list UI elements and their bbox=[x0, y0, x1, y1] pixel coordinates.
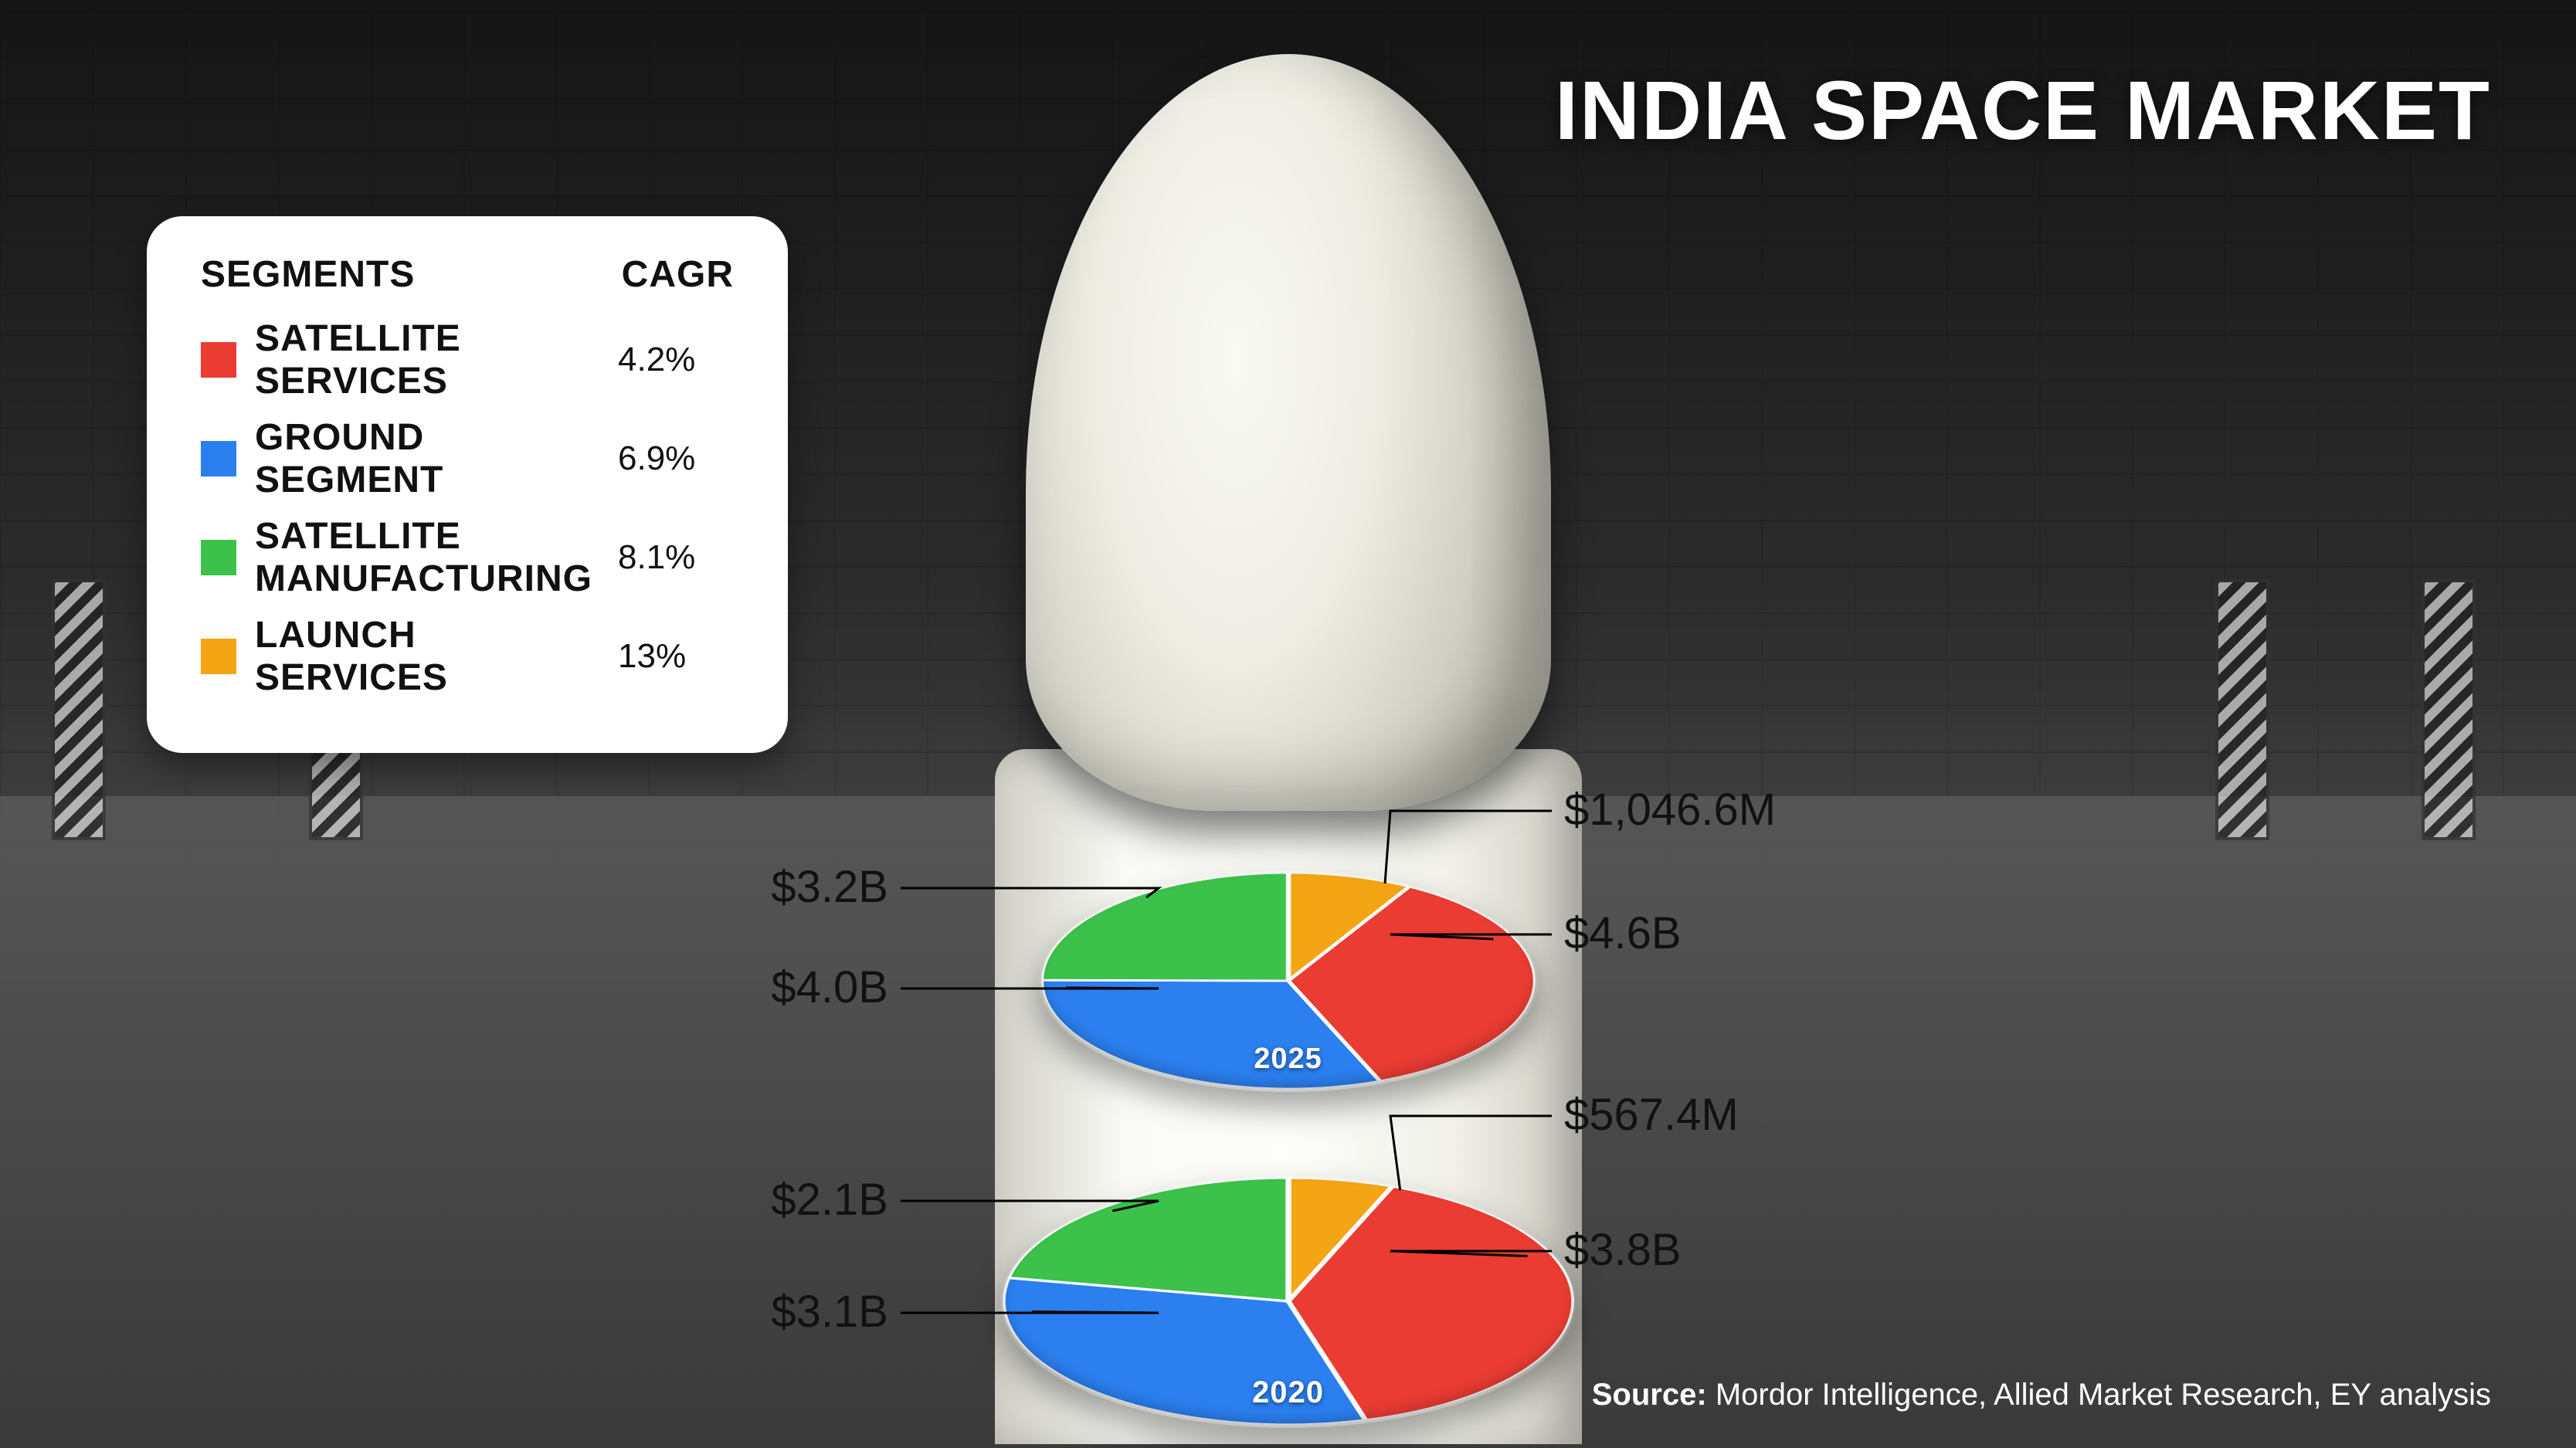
legend-swatch bbox=[201, 342, 236, 378]
source-citation: Source: Mordor Intelligence, Allied Mark… bbox=[1592, 1378, 2491, 1412]
legend-cagr-value: 4.2% bbox=[618, 341, 734, 379]
legend-swatch bbox=[201, 441, 236, 476]
legend-row: Ground Segment 6.9% bbox=[201, 416, 734, 501]
pie-year-label: 2020 bbox=[1252, 1375, 1324, 1410]
callout-value: $3.8B bbox=[1564, 1224, 1682, 1276]
legend-card: Segments CAGR Satellite Services 4.2% Grou… bbox=[147, 216, 788, 753]
legend-swatch bbox=[201, 540, 236, 575]
legend-cagr-value: 6.9% bbox=[618, 439, 734, 478]
page-title: INDIA SPACE MARKET bbox=[1555, 62, 2491, 158]
legend-swatch bbox=[201, 639, 236, 674]
pie-chart-2020: 2020 bbox=[1003, 1178, 1574, 1425]
legend-cagr-value: 8.1% bbox=[618, 538, 734, 577]
legend-segment-label: Satellite Manufacturing bbox=[255, 515, 599, 600]
legend-segment-label: Ground Segment bbox=[255, 416, 599, 501]
callout-value: $567.4M bbox=[1564, 1089, 1739, 1141]
callout-value: $3.2B bbox=[657, 861, 888, 913]
legend-header-segments: Segments bbox=[201, 253, 415, 296]
callout-value: $4.6B bbox=[1564, 907, 1682, 959]
legend-cagr-value: 13% bbox=[618, 637, 734, 676]
callout-value: $2.1B bbox=[657, 1174, 888, 1226]
legend-header-cagr: CAGR bbox=[622, 253, 734, 296]
pie-chart-2025: 2025 bbox=[1041, 873, 1536, 1089]
callout-value: $4.0B bbox=[657, 961, 888, 1013]
legend-segment-label: Launch Services bbox=[255, 614, 599, 699]
background-pillar bbox=[2422, 579, 2476, 840]
background-pillar bbox=[52, 579, 106, 840]
callout-value: $1,046.6M bbox=[1564, 784, 1776, 836]
background-pillar bbox=[2215, 579, 2269, 840]
pie-year-label: 2025 bbox=[1254, 1043, 1322, 1076]
legend-row: Launch Services 13% bbox=[201, 614, 734, 699]
legend-row: Satellite Manufacturing 8.1% bbox=[201, 515, 734, 600]
callout-value: $3.1B bbox=[657, 1286, 888, 1338]
rocket-nosecone bbox=[1026, 54, 1551, 811]
legend-segment-label: Satellite Services bbox=[255, 317, 599, 402]
legend-row: Satellite Services 4.2% bbox=[201, 317, 734, 402]
